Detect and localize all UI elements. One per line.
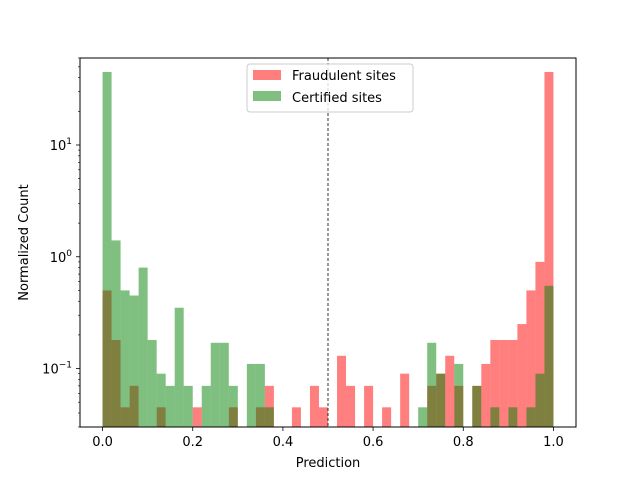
certified-bar bbox=[165, 385, 175, 427]
x-tick-label: 0.6 bbox=[363, 435, 384, 450]
plot-area bbox=[102, 58, 554, 427]
certified-bar bbox=[436, 373, 446, 427]
x-tick-label: 1.0 bbox=[543, 435, 564, 450]
y-tick-label: 100 bbox=[50, 249, 73, 266]
certified-bar bbox=[427, 342, 437, 427]
fraudulent-bar bbox=[364, 385, 374, 427]
fraudulent-bar bbox=[499, 340, 509, 427]
fraudulent-bar bbox=[346, 385, 356, 427]
x-axis-ticks: 0.0 0.2 0.4 0.6 0.8 1.0 bbox=[92, 427, 564, 450]
fraudulent-bar bbox=[400, 373, 410, 427]
legend-swatch-certified bbox=[253, 91, 281, 101]
certified-bar bbox=[255, 363, 265, 427]
y-axis-label: Normalized Count bbox=[17, 184, 32, 300]
certified-bar bbox=[219, 342, 229, 427]
fraudulent-bar bbox=[508, 340, 518, 427]
fraudulent-bar bbox=[544, 71, 554, 427]
legend-label-fraudulent: Fraudulent sites bbox=[292, 69, 396, 84]
certified-bar bbox=[147, 340, 157, 427]
fraudulent-bar bbox=[337, 355, 347, 427]
certified-bar bbox=[210, 342, 220, 427]
fraudulent-bar bbox=[309, 385, 319, 427]
axes-frame bbox=[79, 57, 577, 428]
certified-bar bbox=[201, 385, 211, 427]
legend: Fraudulent sites Certified sites bbox=[246, 63, 414, 113]
fraudulent-bar bbox=[318, 407, 328, 427]
certified-bar bbox=[183, 385, 193, 427]
y-axis-ticks: 10−1 100 101 bbox=[42, 57, 80, 428]
certified-bar bbox=[454, 363, 464, 427]
certified-bar bbox=[228, 385, 238, 427]
x-tick-label: 0.0 bbox=[92, 435, 113, 450]
x-tick-label: 0.2 bbox=[182, 435, 203, 450]
x-axis-label: Prediction bbox=[296, 456, 361, 471]
certified-bar bbox=[120, 290, 130, 427]
legend-swatch-fraudulent bbox=[253, 70, 281, 80]
y-tick-label: 101 bbox=[50, 137, 72, 154]
certified-bar bbox=[111, 240, 121, 427]
certified-bar bbox=[508, 407, 518, 427]
fraudulent-bar bbox=[264, 385, 274, 427]
certified-bar bbox=[102, 71, 112, 427]
certified-bar bbox=[246, 363, 256, 427]
certified-bar bbox=[174, 307, 184, 427]
fraudulent-bar bbox=[382, 407, 392, 427]
fraudulent-bar bbox=[291, 407, 301, 427]
fraudulent-bar bbox=[192, 407, 202, 427]
certified-bar bbox=[544, 285, 554, 427]
fraudulent-bar bbox=[445, 355, 455, 427]
certified-bars bbox=[102, 71, 554, 427]
fraudulent-bar bbox=[490, 340, 500, 427]
legend-box bbox=[246, 63, 414, 113]
certified-bar bbox=[526, 407, 536, 427]
certified-bar bbox=[472, 385, 482, 427]
certified-bar bbox=[129, 295, 139, 427]
certified-bar bbox=[418, 407, 428, 427]
certified-bar bbox=[490, 407, 500, 427]
certified-bar bbox=[138, 267, 148, 427]
fraudulent-bar bbox=[526, 290, 536, 427]
certified-bar bbox=[535, 373, 545, 427]
x-tick-label: 0.8 bbox=[453, 435, 474, 450]
legend-label-certified: Certified sites bbox=[292, 91, 382, 106]
certified-bar bbox=[156, 373, 166, 427]
certified-bar bbox=[264, 407, 274, 427]
fraudulent-bar bbox=[517, 324, 527, 427]
y-tick-label: 10−1 bbox=[42, 361, 72, 378]
fraudulent-bar bbox=[481, 363, 491, 427]
fraudulent-bar bbox=[535, 261, 545, 427]
x-tick-label: 0.4 bbox=[273, 435, 294, 450]
